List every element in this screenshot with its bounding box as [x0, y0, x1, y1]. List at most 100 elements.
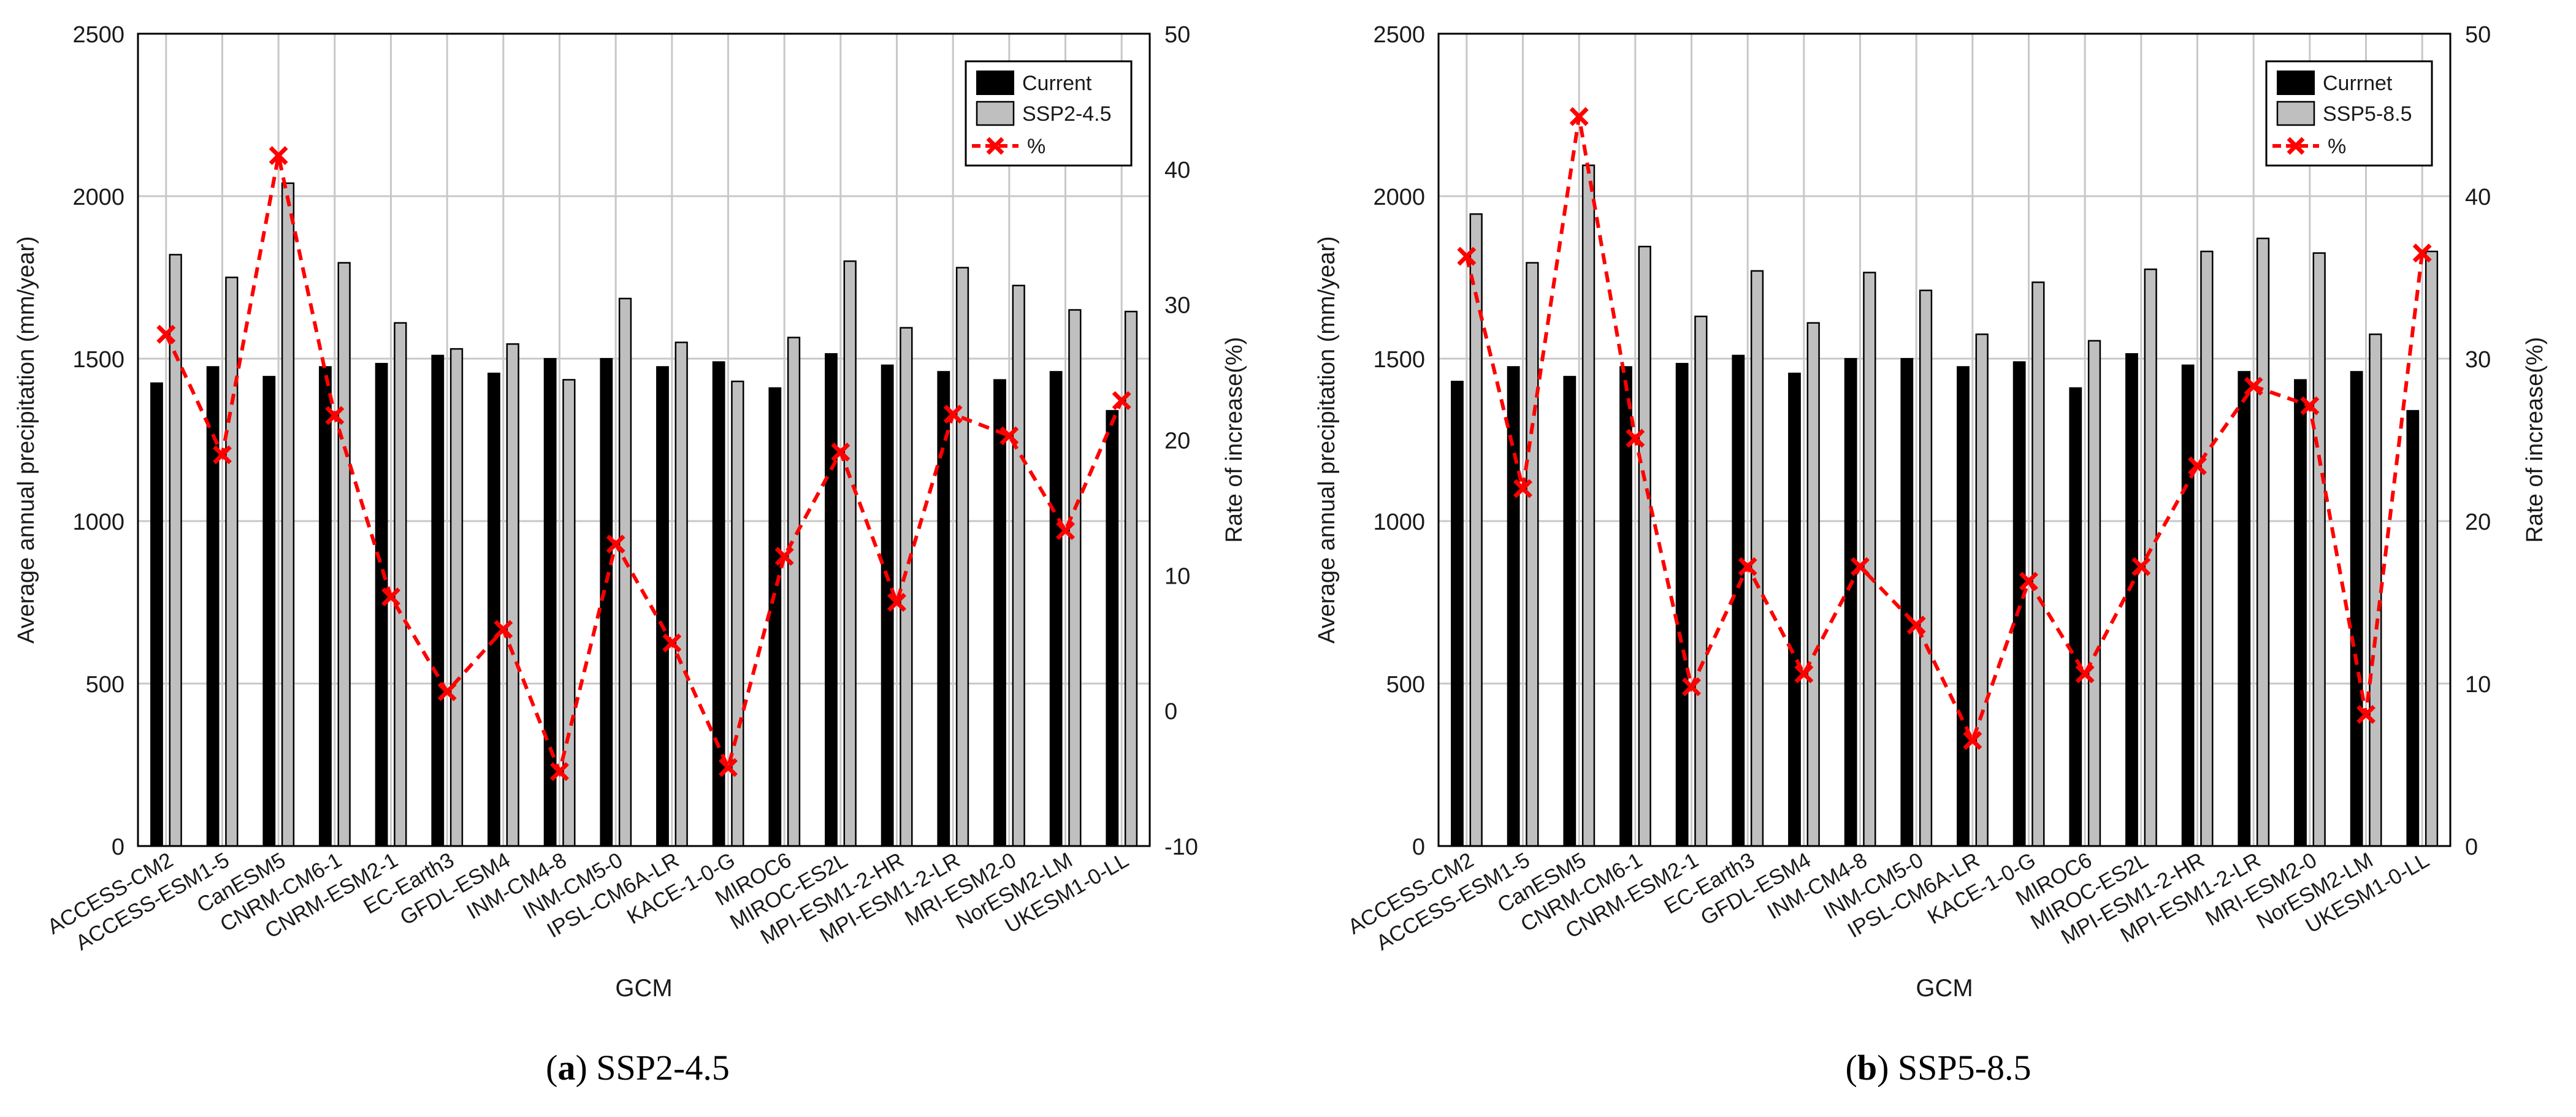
chart-b-percent-marker-stroke	[1906, 616, 1926, 635]
chart-b-percent-marker-stroke	[1963, 731, 1982, 750]
chart-a-percent-marker-stroke	[1056, 520, 1075, 540]
chart-b-percent-marker-stroke	[2188, 456, 2207, 476]
chart-b-percent-marker	[2019, 571, 2038, 591]
chart-b-percent-marker	[2356, 704, 2375, 724]
chart-b-percent-marker-stroke	[2356, 704, 2375, 724]
chart-a-bar-current	[656, 366, 669, 847]
chart-a-bar-current	[487, 372, 500, 847]
chart-a-bar-future	[506, 343, 519, 847]
chart-b-percent-marker	[2412, 243, 2432, 263]
chart-b-bar-current	[1844, 358, 1857, 847]
chart-a-bar-current	[262, 376, 276, 847]
chart-b-bar-current	[2294, 379, 2307, 847]
chart-b-bar-future	[1526, 262, 1539, 847]
chart-b-ytick-label: 0	[1412, 834, 1425, 860]
chart-b-y2tick-label: 0	[2465, 834, 2478, 860]
chart-a-ytick-label: 1500	[72, 347, 124, 373]
chart-a-bar-future	[281, 182, 295, 847]
chart-a-y-axis-title: Average annual precipitation (mm/year)	[13, 236, 39, 644]
chart-b-ytick-label: 1000	[1373, 509, 1425, 535]
chart-b-bar-future	[1919, 289, 1933, 847]
chart-a-y2tick-label: -10	[1164, 834, 1198, 860]
chart-a-percent-marker	[269, 146, 288, 166]
chart-b-bar-future	[2087, 340, 2101, 847]
chart-a-percent-marker-stroke	[269, 146, 288, 166]
chart-b-bar-current	[2350, 371, 2363, 847]
chart-a-y2tick-label: 50	[1164, 22, 1190, 48]
caption-a-text: SSP2-4.5	[596, 1048, 730, 1088]
chart-b-percent-marker	[1906, 616, 1926, 635]
chart-a-bar-future	[955, 267, 969, 847]
chart-b-bar-current	[1900, 358, 1914, 847]
chart-a-percent-marker-stroke	[662, 633, 682, 653]
chart-a-percent-marker	[774, 546, 794, 566]
chart-a-percent-marker	[1056, 520, 1075, 540]
chart-b-bar-current	[2012, 361, 2026, 847]
chart-a-bar-current	[1049, 371, 1063, 847]
chart-a-bar-future	[900, 327, 913, 847]
chart-a-bar-current	[1106, 410, 1119, 847]
chart-a-percent-marker	[1112, 391, 1131, 410]
chart-b-bar-future	[2031, 281, 2045, 847]
chart-a-bar-current	[768, 387, 782, 847]
chart-a-bar-future	[225, 276, 239, 847]
chart-a-percent-marker	[999, 426, 1019, 446]
caption-b: (b) SSP5-8.5	[1845, 1048, 2031, 1088]
chart-b-bar-future	[2256, 237, 2270, 847]
chart-b-bar-future	[1581, 164, 1596, 847]
chart-b-percent-marker-stroke	[2244, 376, 2263, 396]
chart-a-bar-current	[825, 353, 838, 847]
chart-a-percent-marker-stroke	[719, 758, 738, 777]
chart-a-percent-marker	[213, 445, 232, 465]
chart-b-bar-current	[1957, 366, 1970, 847]
chart-b-percent-marker	[2131, 557, 2151, 576]
chart-a-bar-future	[449, 348, 464, 847]
chart-b-percent-marker-stroke	[1738, 557, 1757, 576]
chart-a-percent-marker-stroke	[943, 405, 963, 424]
chart-a-bar-current	[937, 371, 950, 847]
chart-a-svg: 05001000150020002500-1001020304050ACCESS…	[13, 22, 1247, 1002]
chart-a-percent-marker	[719, 758, 738, 777]
chart-a-y2tick-label: 20	[1164, 429, 1190, 454]
chart-a-bar-future	[1068, 309, 1082, 847]
chart-b-bar-current	[1563, 376, 1577, 847]
chart-a-bar-future	[787, 337, 801, 847]
chart-panel-b: 0 500 1000 1500 2000 2500 0 10 20 30 40 50 ACCESS-CM…	[1301, 0, 2576, 1117]
chart-b-svg: 0500100015002000250001020304050ACCESS-CM…	[1314, 22, 2548, 1002]
chart-b-percent-marker	[1682, 677, 1701, 696]
chart-a-percent-marker	[831, 442, 850, 462]
chart-a-y2tick-label: 10	[1164, 563, 1190, 589]
chart-b-y2tick-label: 40	[2465, 185, 2491, 210]
chart-a-ytick-label: 2000	[72, 185, 124, 210]
chart-a-percent-marker	[437, 682, 457, 701]
chart-b-bar-current	[2406, 410, 2420, 847]
chart-b-percent-marker	[2075, 664, 2095, 684]
chart-b-percent-marker-stroke	[2019, 571, 2038, 591]
chart-a-percent-marker-stroke	[494, 620, 513, 639]
chart-panel-a: 0 500 1000 1500 2000 2500 -10 0 10 20 30 40 50 ACCESS…	[0, 0, 1275, 1117]
chart-a-legend-swatch-future	[976, 101, 1015, 126]
chart-a-percent-marker-stroke	[156, 324, 176, 344]
chart-b-percent-marker-stroke	[1457, 246, 1477, 266]
chart-a-bar-future	[675, 341, 688, 847]
chart-b-plot-frame	[1437, 32, 2452, 847]
chart-b-bar-current	[2181, 364, 2195, 847]
chart-b-percent-marker	[1626, 429, 1645, 448]
chart-b-ytick-label: 2500	[1373, 22, 1425, 48]
chart-b-y-axis-title: Average annual precipitation (mm/year)	[1314, 236, 1340, 644]
chart-b-percent-marker	[1963, 731, 1982, 750]
chart-a-ytick-label: 2500	[72, 22, 124, 48]
chart-a-legend-label-percent: %	[1027, 135, 1045, 158]
chart-a-percent-marker	[156, 324, 176, 344]
chart-b-percent-marker-stroke	[2412, 243, 2432, 263]
chart-b-percent-marker-stroke	[2131, 557, 2151, 576]
chart-a-bar-current	[431, 354, 445, 847]
chart-a-legend-swatch-current	[976, 71, 1014, 95]
chart-b-percent-marker	[2244, 376, 2263, 396]
chart-b-percent-marker-stroke	[2075, 664, 2095, 684]
chart-a-bar-current	[993, 379, 1006, 847]
chart-b-legend-swatch-current	[2277, 71, 2315, 95]
chart-b-bar-current	[1732, 354, 1745, 847]
chart-b-percent-marker-stroke	[1794, 664, 1814, 684]
chart-b-percent-marker	[1569, 107, 1589, 126]
